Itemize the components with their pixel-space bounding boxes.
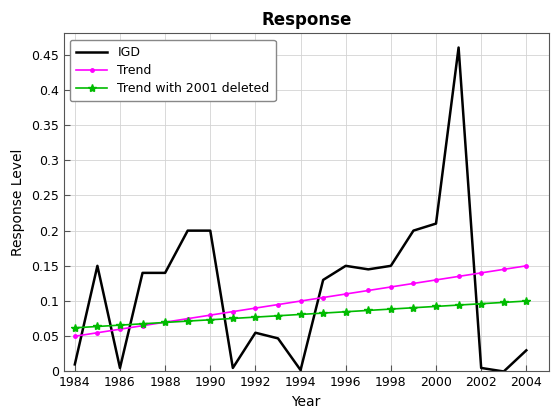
Y-axis label: Response Level: Response Level	[11, 149, 25, 256]
Trend	[365, 288, 372, 293]
Trend with 2001 deleted	[478, 301, 484, 306]
Trend with 2001 deleted	[139, 321, 146, 326]
Trend	[72, 334, 78, 339]
Trend with 2001 deleted	[72, 326, 78, 331]
Trend	[116, 327, 123, 332]
Trend with 2001 deleted	[94, 324, 101, 329]
Trend with 2001 deleted	[320, 310, 326, 315]
Trend with 2001 deleted	[365, 308, 372, 313]
Trend	[410, 281, 417, 286]
IGD	[410, 228, 417, 233]
IGD	[116, 365, 123, 370]
IGD	[94, 263, 101, 268]
Trend with 2001 deleted	[184, 319, 191, 324]
IGD	[455, 45, 462, 50]
Trend	[184, 316, 191, 321]
Trend	[342, 291, 349, 297]
Trend	[455, 274, 462, 279]
Trend	[139, 323, 146, 328]
IGD	[478, 365, 484, 370]
IGD	[274, 336, 281, 341]
Title: Response: Response	[261, 11, 351, 29]
IGD	[297, 368, 304, 373]
IGD	[388, 263, 394, 268]
Trend with 2001 deleted	[116, 323, 123, 328]
Trend	[320, 295, 326, 300]
Trend with 2001 deleted	[342, 309, 349, 314]
Trend with 2001 deleted	[297, 312, 304, 317]
X-axis label: Year: Year	[292, 395, 321, 409]
IGD	[72, 362, 78, 367]
IGD	[207, 228, 213, 233]
Trend	[207, 312, 213, 318]
Trend	[230, 309, 236, 314]
Trend	[162, 320, 169, 325]
Trend	[501, 267, 507, 272]
Trend with 2001 deleted	[207, 317, 213, 322]
Trend	[252, 306, 259, 311]
IGD	[139, 270, 146, 276]
IGD	[433, 221, 440, 226]
Trend with 2001 deleted	[433, 304, 440, 309]
Line: IGD: IGD	[75, 47, 526, 371]
IGD	[184, 228, 191, 233]
Trend	[297, 299, 304, 304]
Trend	[388, 284, 394, 289]
IGD	[162, 270, 169, 276]
Trend with 2001 deleted	[455, 302, 462, 307]
Trend	[274, 302, 281, 307]
Trend with 2001 deleted	[252, 315, 259, 320]
Line: Trend: Trend	[71, 262, 530, 340]
IGD	[320, 277, 326, 282]
Trend with 2001 deleted	[501, 300, 507, 305]
IGD	[365, 267, 372, 272]
IGD	[342, 263, 349, 268]
Trend with 2001 deleted	[162, 320, 169, 325]
IGD	[523, 348, 530, 353]
Trend with 2001 deleted	[388, 307, 394, 312]
IGD	[230, 365, 236, 370]
IGD	[501, 369, 507, 374]
Trend	[433, 277, 440, 282]
Legend: IGD, Trend, Trend with 2001 deleted: IGD, Trend, Trend with 2001 deleted	[70, 40, 276, 101]
Trend	[478, 270, 484, 276]
Trend with 2001 deleted	[230, 316, 236, 321]
Trend	[523, 263, 530, 268]
Trend with 2001 deleted	[410, 305, 417, 310]
Line: Trend with 2001 deleted: Trend with 2001 deleted	[71, 297, 530, 332]
IGD	[252, 330, 259, 335]
Trend	[94, 330, 101, 335]
Trend with 2001 deleted	[523, 299, 530, 304]
Trend with 2001 deleted	[274, 313, 281, 318]
